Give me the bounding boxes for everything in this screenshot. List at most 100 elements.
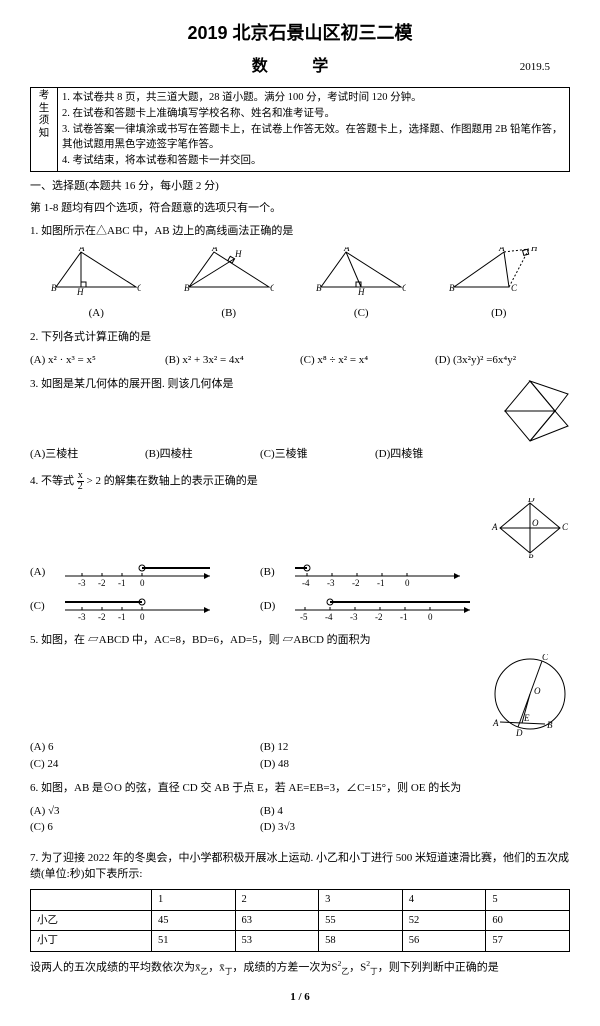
notice-box: 考生须知 1. 本试卷共 8 页，共三道大题，28 道小题。满分 100 分，考… <box>30 87 570 172</box>
q1-label-d: (D) <box>449 305 549 322</box>
table-cell: 57 <box>486 931 570 952</box>
svg-text:A: A <box>211 247 218 253</box>
table-cell: 45 <box>151 910 235 931</box>
triangle-b-icon: A H B C <box>184 247 274 297</box>
svg-text:D: D <box>515 728 523 738</box>
table-header-row: 1 2 3 4 5 <box>31 889 570 910</box>
svg-text:A: A <box>498 247 505 253</box>
q5-text: 5. 如图，在 ▱ABCD 中，AC=8，BD=6，AD=5，则 ▱ABCD 的… <box>30 632 570 649</box>
q1-fig-d: A H B C (D) <box>449 247 549 321</box>
q6-opt-b: (B) 4 <box>260 803 490 820</box>
q1-figures: A B H C (A) A H B C (B) A B H C (C) <box>30 247 570 321</box>
svg-text:-1: -1 <box>118 578 126 586</box>
svg-text:O: O <box>534 686 541 696</box>
q2-opt-d: (D) (3x²y)² =6x⁴y² <box>435 352 570 369</box>
svg-text:B: B <box>528 553 534 558</box>
svg-text:H: H <box>76 287 84 297</box>
q4-opts: (A) -3-2-10 (B) -4-3-2-10 (C) -3-2-10 <box>30 558 490 626</box>
q1-label-a: (A) <box>51 305 141 322</box>
notice-item: 3. 试卷答案一律填涂或书写在答题卡上，在试卷上作答无效。在答题卡上，选择题、作… <box>62 122 565 154</box>
q4-opt-a: (A) -3-2-10 <box>30 558 260 586</box>
notice-item: 4. 考试结束，将本试卷和答题卡一并交回。 <box>62 153 565 169</box>
table-cell: 60 <box>486 910 570 931</box>
svg-text:-5: -5 <box>300 612 308 620</box>
subject-label: 数 学 <box>252 58 348 75</box>
svg-text:A: A <box>78 247 85 253</box>
svg-text:C: C <box>511 283 518 293</box>
q3-opt-c: (C)三棱锥 <box>260 446 375 463</box>
q3-opts: (A)三棱柱 (B)四棱柱 (C)三棱锥 (D)四棱锥 <box>30 446 490 463</box>
svg-text:-4: -4 <box>325 612 333 620</box>
q3-opt-b: (B)四棱柱 <box>145 446 260 463</box>
numline-c-icon: -3-2-10 <box>60 592 220 620</box>
table-cell: 53 <box>235 931 319 952</box>
svg-text:-3: -3 <box>327 578 335 586</box>
svg-text:0: 0 <box>140 612 145 620</box>
svg-text:H: H <box>530 247 538 253</box>
table-cell: 55 <box>319 910 403 931</box>
q5-opt-d: (D) 48 <box>260 756 490 773</box>
q3-text: 3. 如图是某几何体的展开图. 则该几何体是 <box>30 376 570 393</box>
q7-table: 1 2 3 4 5 小乙 45 63 55 52 60 小丁 51 53 58 … <box>30 889 570 952</box>
q2-opt-b: (B) x² + 3x² = 4x⁴ <box>165 352 300 369</box>
svg-text:A: A <box>343 247 350 253</box>
q6-opts: (A) √3 (B) 4 (C) 6 (D) 3√3 <box>30 803 490 836</box>
triangle-c-icon: A B H C <box>316 247 406 297</box>
notice-item: 2. 在试卷和答题卡上准确填写学校名称、姓名和准考证号。 <box>62 106 565 122</box>
table-cell: 4 <box>402 889 486 910</box>
table-cell: 1 <box>151 889 235 910</box>
svg-text:C: C <box>402 283 406 293</box>
q1-text: 1. 如图所示在△ABC 中，AB 边上的高线画法正确的是 <box>30 223 570 240</box>
q6-text: 6. 如图，AB 是⊙O 的弦，直径 CD 交 AB 于点 E，若 AE=EB=… <box>30 780 570 797</box>
numline-a-icon: -3 -2 -1 0 <box>60 558 220 586</box>
svg-text:H: H <box>234 249 242 259</box>
section-sub: 第 1-8 题均有四个选项，符合题意的选项只有一个。 <box>30 200 570 217</box>
table-cell <box>31 889 152 910</box>
svg-text:-2: -2 <box>352 578 360 586</box>
svg-text:-2: -2 <box>375 612 383 620</box>
q1-fig-a: A B H C (A) <box>51 247 141 321</box>
q7-text: 7. 为了迎接 2022 年的冬奥会，中小学都积极开展冰上运动. 小乙和小丁进行… <box>30 850 570 883</box>
q1-label-c: (C) <box>316 305 406 322</box>
table-cell: 56 <box>402 931 486 952</box>
svg-text:-4: -4 <box>302 578 310 586</box>
numline-b-icon: -4-3-2-10 <box>290 558 470 586</box>
table-cell: 小乙 <box>31 910 152 931</box>
svg-text:-1: -1 <box>400 612 408 620</box>
svg-text:B: B <box>547 720 553 730</box>
svg-text:A: A <box>491 522 498 532</box>
svg-text:O: O <box>532 518 539 528</box>
q6-opt-c: (C) 6 <box>30 819 260 836</box>
q3-net-icon <box>490 376 570 446</box>
svg-text:-3: -3 <box>78 578 86 586</box>
q3-opt-d: (D)四棱锥 <box>375 446 490 463</box>
svg-text:0: 0 <box>140 578 145 586</box>
svg-text:B: B <box>51 283 57 293</box>
svg-text:-3: -3 <box>78 612 86 620</box>
q1-fig-c: A B H C (C) <box>316 247 406 321</box>
notice-label: 考生须知 <box>31 88 58 172</box>
svg-text:C: C <box>270 283 274 293</box>
section-head: 一、选择题(本题共 16 分，每小题 2 分) <box>30 178 570 195</box>
svg-text:C: C <box>137 283 141 293</box>
svg-text:D: D <box>527 498 535 504</box>
q4-opt-d: (D) -5-4-3-2-10 <box>260 592 490 620</box>
numline-d-icon: -5-4-3-2-10 <box>290 592 480 620</box>
svg-text:C: C <box>562 522 569 532</box>
svg-text:-1: -1 <box>377 578 385 586</box>
table-row: 小乙 45 63 55 52 60 <box>31 910 570 931</box>
svg-text:0: 0 <box>428 612 433 620</box>
table-cell: 51 <box>151 931 235 952</box>
q5-opt-a: (A) 6 <box>30 739 260 756</box>
table-cell: 小丁 <box>31 931 152 952</box>
q5-opt-b: (B) 12 <box>260 739 490 756</box>
page-title: 2019 北京石景山区初三二模 <box>30 20 570 47</box>
svg-text:-2: -2 <box>98 578 106 586</box>
svg-text:B: B <box>449 283 455 293</box>
q5-rhombus-icon: D A C B O <box>490 498 570 558</box>
q6-opt-d: (D) 3√3 <box>260 819 490 836</box>
q4-opt-c: (C) -3-2-10 <box>30 592 260 620</box>
svg-text:-1: -1 <box>118 612 126 620</box>
q1-fig-b: A H B C (B) <box>184 247 274 321</box>
q5-opt-c: (C) 24 <box>30 756 260 773</box>
